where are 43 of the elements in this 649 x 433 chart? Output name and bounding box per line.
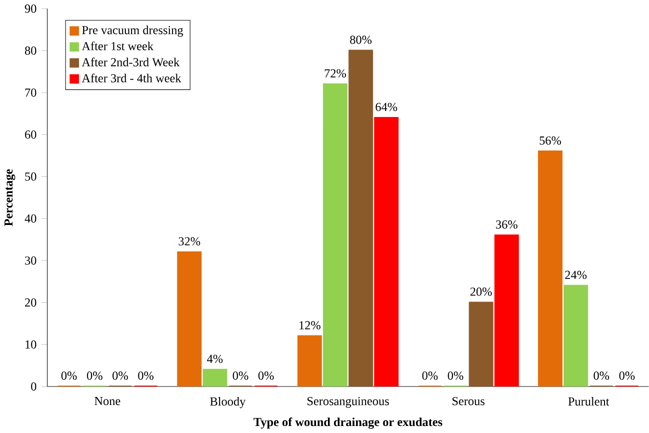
data-label: 0% — [258, 371, 274, 380]
legend-label: Pre vacuum dressing — [82, 26, 184, 37]
data-label: 80% — [350, 36, 372, 44]
data-label: 0% — [86, 371, 102, 380]
data-label: 0% — [619, 371, 635, 380]
y-tick-label: 10 — [26, 340, 36, 349]
data-label: 0% — [138, 371, 154, 380]
x-tick-label: None — [94, 396, 120, 406]
data-label: 56% — [540, 136, 562, 145]
data-label: 36% — [496, 220, 518, 229]
y-tick-label: 90 — [24, 4, 36, 13]
x-tick-label: Bloody — [210, 396, 246, 408]
data-label: 0% — [112, 371, 128, 380]
data-label: 0% — [61, 371, 77, 380]
data-label: 20% — [470, 287, 492, 296]
x-tick-label: Serous — [452, 396, 484, 406]
data-label: 72% — [324, 69, 346, 78]
data-label: 24% — [565, 270, 587, 279]
data-label: 0% — [448, 371, 464, 380]
x-tick-label: Serosanguineous — [307, 396, 389, 408]
y-tick-label: 20 — [25, 298, 36, 307]
y-tick-label: 0 — [31, 382, 36, 390]
bar — [494, 234, 519, 386]
data-label: 12% — [300, 321, 320, 330]
y-tick-label: 70 — [25, 88, 36, 97]
data-label: 4% — [207, 354, 223, 363]
legend-label: After 2nd-3rd Week — [82, 58, 180, 66]
legend-label: After 1st week — [82, 41, 154, 50]
data-label: 0% — [422, 371, 438, 380]
data-label: 0% — [232, 371, 248, 380]
x-tick-label: Purulent — [568, 396, 610, 406]
x-axis-title: Type of wound drainage or exudates — [254, 417, 442, 429]
y-axis-title: Percentage — [4, 169, 16, 226]
y-tick-label: 40 — [24, 214, 36, 223]
legend-label: After 3rd - 4th week — [82, 74, 182, 82]
data-label: 32% — [178, 237, 200, 246]
data-label: 64% — [376, 102, 398, 111]
y-tick-label: 30 — [25, 256, 36, 265]
data-label: 0% — [594, 371, 610, 380]
y-tick-label: 50 — [25, 172, 36, 181]
bar — [374, 116, 399, 386]
y-tick-label: 80 — [24, 46, 36, 55]
y-tick-label: 60 — [25, 130, 36, 139]
